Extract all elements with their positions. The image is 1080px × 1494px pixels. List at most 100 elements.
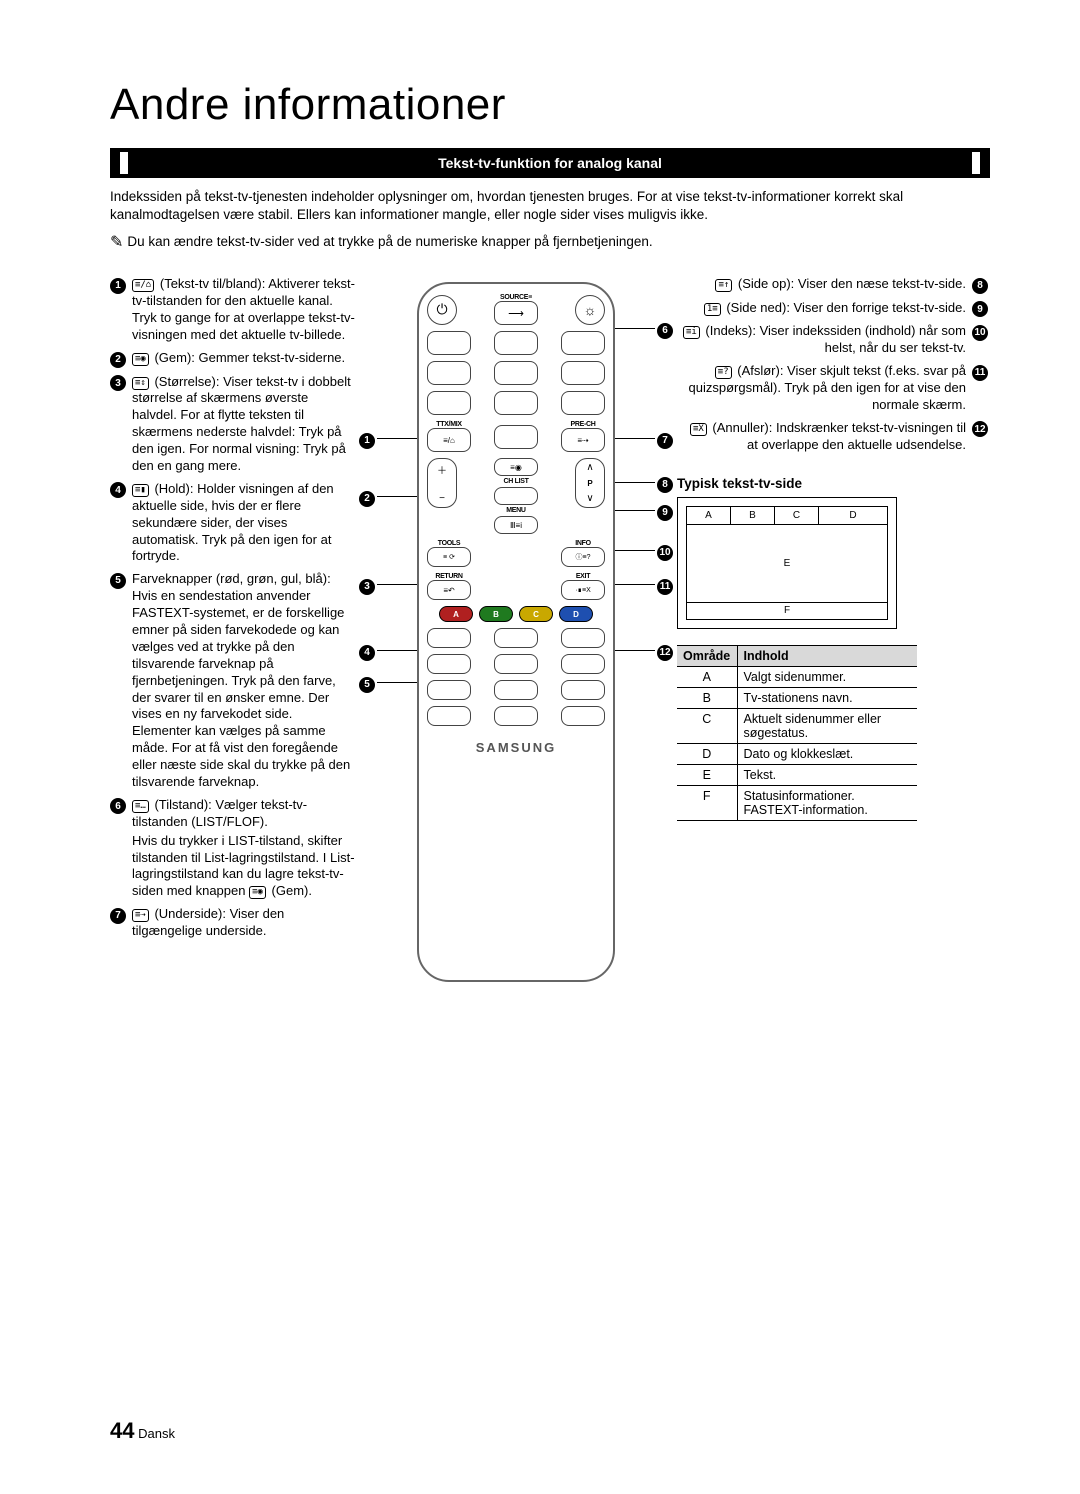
callout-4: 4 <box>359 642 375 661</box>
volume-rocker[interactable]: ＋− <box>427 458 457 508</box>
table-row: FStatusinformationer. FASTEXT-informatio… <box>677 785 917 820</box>
info-label: INFO <box>575 540 591 547</box>
remote-column: 1 2 3 4 5 6 7 8 9 10 11 12 <box>371 276 661 982</box>
callout-6: 6 <box>657 320 673 339</box>
num-button[interactable] <box>494 425 538 449</box>
return-button[interactable]: ≡↶ <box>427 580 471 600</box>
list-item: 6≡… (Tilstand): Vælger tekst-tv-tilstand… <box>110 797 355 900</box>
teletext-icon: ≡↑ <box>715 279 732 292</box>
note-line: ✎Du kan ændre tekst-tv-sider ved at tryk… <box>110 232 990 252</box>
chlist-button[interactable] <box>494 487 538 505</box>
table-row: CAktuelt sidenummer eller søgestatus. <box>677 708 917 743</box>
generic-button[interactable] <box>561 628 605 648</box>
callout-9: 9 <box>657 502 673 521</box>
table-header: Indhold <box>737 645 917 666</box>
color-button-c[interactable]: C <box>519 606 553 622</box>
right-column: ≡↑ (Side op): Viser den næse tekst-tv-si… <box>677 276 990 982</box>
generic-button[interactable] <box>561 680 605 700</box>
teletext-icon: ≡i <box>683 326 700 339</box>
screen-diagram: A B C D E F <box>677 497 897 629</box>
screen-cell: A <box>687 507 731 524</box>
page-title: Andre informationer <box>110 80 990 130</box>
list-item: 3≡⇕ (Størrelse): Viser tekst-tv i dobbel… <box>110 374 355 475</box>
num-button[interactable] <box>427 331 471 355</box>
mute-button[interactable]: ≡◉ <box>494 458 538 476</box>
screen-cell: C <box>775 507 819 524</box>
generic-button[interactable] <box>427 628 471 648</box>
num-button[interactable] <box>427 361 471 385</box>
chlist-label: CH LIST <box>503 478 528 485</box>
teletext-icon: ≡◉ <box>249 886 266 899</box>
left-column: 1≡/⌂ (Tekst-tv til/bland): Aktiverer tek… <box>110 276 355 982</box>
table-header: Område <box>677 645 737 666</box>
ttx-label: TTX/MIX <box>436 421 462 428</box>
num-button[interactable] <box>427 391 471 415</box>
callout-12: 12 <box>657 642 673 661</box>
page-number: 44 Dansk <box>110 1418 175 1444</box>
list-item: ≡X (Annuller): Indskrænker tekst-tv-visn… <box>677 420 990 454</box>
list-item: ≡i (Indeks): Viser indekssiden (indhold)… <box>677 323 990 357</box>
section-header: Tekst-tv-funktion for analog kanal <box>110 148 990 178</box>
teletext-icon: ≡▮ <box>132 484 149 497</box>
callout-8: 8 <box>657 474 673 493</box>
teletext-icon: ≡X <box>690 423 707 436</box>
list-item: 1≡ (Side ned): Viser den forrige tekst-t… <box>677 300 990 318</box>
num-button[interactable] <box>494 391 538 415</box>
table-row: AValgt sidenummer. <box>677 666 917 687</box>
list-item: 2≡◉ (Gem): Gemmer tekst-tv-siderne. <box>110 350 355 368</box>
generic-button[interactable] <box>427 680 471 700</box>
num-button[interactable] <box>494 331 538 355</box>
table-row: DDato og klokkeslæt. <box>677 743 917 764</box>
screen-cell: D <box>819 507 887 524</box>
generic-button[interactable] <box>494 706 538 726</box>
generic-button[interactable] <box>494 628 538 648</box>
note-text: Du kan ændre tekst-tv-sider ved at trykk… <box>127 234 652 249</box>
num-button[interactable] <box>561 391 605 415</box>
color-button-d[interactable]: D <box>559 606 593 622</box>
screen-cell: E <box>687 525 887 603</box>
color-button-b[interactable]: B <box>479 606 513 622</box>
generic-button[interactable] <box>427 654 471 674</box>
area-table: OmrådeIndhold AValgt sidenummer.BTv-stat… <box>677 645 917 821</box>
teletext-icon: ≡? <box>715 366 732 379</box>
ttx-button[interactable]: ≡/⌂ <box>427 428 471 452</box>
tools-button[interactable]: ≡ ⟳ <box>427 547 471 567</box>
table-row: BTv-stationens navn. <box>677 687 917 708</box>
prech-label: PRE-CH <box>570 421 595 428</box>
callout-3: 3 <box>359 576 375 595</box>
remote-control: ⏻ SOURCE≡ ⟶ ☼ TTX/MIX≡/⌂ PRE-CH <box>417 282 615 982</box>
intro-text: Indekssiden på tekst-tv-tjenesten indeho… <box>110 188 990 224</box>
generic-button[interactable] <box>561 706 605 726</box>
exit-label: EXIT <box>576 573 590 580</box>
teletext-icon: ≡⇕ <box>132 377 149 390</box>
color-button-a[interactable]: A <box>439 606 473 622</box>
source-button[interactable]: ⟶ <box>494 301 538 325</box>
callout-2: 2 <box>359 488 375 507</box>
generic-button[interactable] <box>561 654 605 674</box>
power-button[interactable]: ⏻ <box>427 295 457 325</box>
brand-label: SAMSUNG <box>427 740 605 755</box>
channel-rocker[interactable]: ∧P∨ <box>575 458 605 508</box>
num-button[interactable] <box>561 361 605 385</box>
generic-button[interactable] <box>427 706 471 726</box>
light-button[interactable]: ☼ <box>575 295 605 325</box>
teletext-icon: ≡◉ <box>132 353 149 366</box>
tools-label: TOOLS <box>438 540 460 547</box>
callout-1: 1 <box>359 430 375 449</box>
menu-button[interactable]: Ⅲ≡i <box>494 516 538 534</box>
callout-7: 7 <box>657 430 673 449</box>
teletext-icon: ≡⇢ <box>132 909 149 922</box>
prech-button[interactable]: ≡⇢ <box>561 428 605 452</box>
generic-button[interactable] <box>494 680 538 700</box>
num-button[interactable] <box>494 361 538 385</box>
list-item: 4≡▮ (Hold): Holder visningen af den aktu… <box>110 481 355 565</box>
generic-button[interactable] <box>494 654 538 674</box>
info-button[interactable]: ⓘ≡? <box>561 547 605 567</box>
table-row: ETekst. <box>677 764 917 785</box>
typical-heading: Typisk tekst-tv-side <box>677 476 990 491</box>
list-item: ≡↑ (Side op): Viser den næse tekst-tv-si… <box>677 276 990 294</box>
num-button[interactable] <box>561 331 605 355</box>
menu-label: MENU <box>506 507 525 514</box>
exit-button[interactable]: ·∎≡X <box>561 580 605 600</box>
return-label: RETURN <box>435 573 462 580</box>
